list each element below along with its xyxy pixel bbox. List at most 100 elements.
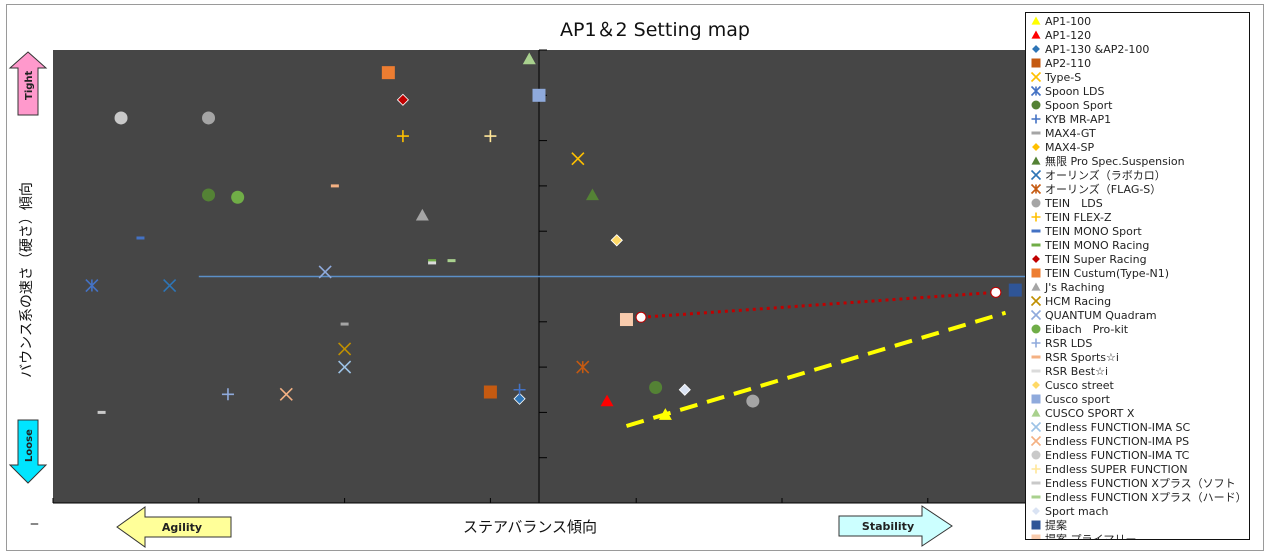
legend-label: Endless FUNCTION Xプラス（ソフト: [1045, 477, 1236, 490]
legend-marker-shape: [1031, 408, 1041, 417]
legend-marker-icon: [1031, 131, 1041, 135]
legend-marker-icon: [1031, 355, 1041, 359]
stability-label: Stability: [862, 520, 914, 533]
legend-label: MAX4-SP: [1045, 140, 1095, 154]
legend-marker-shape: [1031, 268, 1041, 278]
data-point-series-5-0: [85, 278, 99, 293]
legend-marker-icon: [1030, 253, 1042, 265]
legend-item: オーリンズ（FLAG-S）: [1029, 182, 1249, 196]
legend-item: TEIN LDS: [1029, 196, 1249, 210]
legend-label: TEIN LDS: [1045, 197, 1103, 210]
legend-marker-icon: [1031, 212, 1041, 222]
legend-marker-shape: [1031, 450, 1041, 460]
legend-marker-shape: [1030, 183, 1042, 195]
legend-marker-icon: [1031, 30, 1041, 39]
legend-marker-shape: [1030, 295, 1042, 307]
data-point-series-11-0: [163, 278, 177, 293]
legend-marker-shape: [1030, 421, 1042, 433]
legend-marker-shape: [1031, 131, 1041, 135]
legend-marker-icon: [1031, 324, 1041, 334]
legend-label: Endless FUNCTION Xプラス（ハード）: [1045, 491, 1247, 504]
legend-label: KYB MR-AP1: [1045, 112, 1112, 126]
legend-item: TEIN MONO Racing: [1029, 238, 1249, 252]
data-point-series-3-0: [483, 385, 497, 399]
legend-marker-icon: [1030, 85, 1042, 97]
legend-marker-icon: [1030, 379, 1042, 391]
data-point-series-29-0: [338, 360, 352, 374]
loose-label: Loose: [24, 429, 35, 462]
legend-marker-icon: [1031, 394, 1041, 404]
legend-marker-shape: [1030, 141, 1042, 153]
legend-label: RSR LDS: [1045, 336, 1093, 350]
data-point-series-26-0: [610, 234, 623, 247]
legend-marker-shape: [1030, 169, 1042, 181]
data-point-series-34-0: [447, 259, 456, 263]
legend-item: Endless FUNCTION-IMA SC: [1029, 420, 1249, 434]
legend-marker-shape: [1031, 369, 1041, 373]
legend-label: MAX4-GT: [1045, 126, 1096, 140]
legend-item: Endless SUPER FUNCTION: [1029, 462, 1249, 476]
legend-marker-shape: [1031, 355, 1041, 359]
legend-marker-icon: [1031, 520, 1041, 530]
legend-item: オーリンズ（ラボカロ）: [1029, 168, 1249, 182]
legend-marker-shape: [1030, 435, 1042, 447]
data-point-series-25-0: [428, 261, 437, 265]
legend-marker-shape: [1031, 198, 1041, 208]
legend-marker-shape: [1030, 43, 1042, 55]
legend-label: Spoon Sport: [1045, 98, 1113, 112]
legend-marker-icon: [1030, 309, 1042, 321]
data-point-series-13-1: [746, 394, 760, 408]
legend: AP1-100 AP1-120 AP1-130 &AP2-100 AP2-110 Typ…: [1025, 12, 1250, 540]
stability-arrow: Stability: [838, 505, 953, 547]
legend-item: MAX4-SP: [1029, 140, 1249, 154]
loose-arrow: Loose: [8, 419, 48, 484]
legend-label: TEIN MONO Racing: [1045, 238, 1150, 252]
legend-marker-icon: [1031, 408, 1041, 417]
red-dotted-trend-line: [640, 290, 996, 319]
legend-label: TEIN Super Racing: [1045, 252, 1147, 266]
legend-label: RSR Sports☆i: [1045, 350, 1119, 364]
annotations: [198, 275, 1025, 428]
legend-label: TEIN MONO Sport: [1045, 224, 1142, 238]
legend-marker-shape: [1031, 156, 1041, 165]
legend-item: QUANTUM Quadram: [1029, 308, 1249, 322]
legend-item: MAX4-GT: [1029, 126, 1249, 140]
data-point-series-35-0: [678, 383, 691, 396]
legend-item: AP1-100: [1029, 14, 1249, 28]
tight-label: Tight: [24, 70, 35, 100]
data-point-series-1-0: [600, 394, 614, 407]
legend-label: AP2-110: [1045, 56, 1092, 70]
legend-marker-shape: [1031, 100, 1041, 110]
legend-item: Cusco street: [1029, 378, 1249, 392]
legend-item: Spoon Sport: [1029, 98, 1249, 112]
legend-label: Cusco sport: [1045, 392, 1110, 406]
data-point-series-0-0: [658, 408, 672, 420]
legend-label: AP1-120: [1045, 28, 1092, 42]
data-point-series-16-0: [428, 259, 437, 263]
agility-label: Agility: [162, 521, 202, 534]
data-point-series-22-0: [231, 190, 245, 204]
legend-marker-icon: [1030, 71, 1042, 83]
data-point-series-19-0: [415, 208, 429, 221]
legend-label: J's Raching: [1045, 280, 1105, 294]
legend-marker-icon: [1030, 505, 1042, 517]
legend-item: 無限 Pro Spec.Suspension: [1029, 154, 1249, 168]
legend-marker-icon: [1031, 369, 1041, 373]
legend-marker-icon: [1031, 282, 1041, 291]
legend-label: TEIN FLEX-Z: [1045, 210, 1112, 224]
yellow-dashed-trend-line: [625, 310, 1007, 428]
legend-label: Eibach Pro-kit: [1045, 323, 1129, 336]
legend-item: CUSCO SPORT X: [1029, 406, 1249, 420]
legend-marker-shape: [1030, 71, 1042, 83]
data-point-series-30-0: [279, 387, 293, 401]
legend-item: TEIN Custum(Type-N1): [1029, 266, 1249, 280]
legend-marker-shape: [1031, 464, 1041, 474]
legend-item: TEIN Super Racing: [1029, 252, 1249, 266]
legend-marker-icon: [1031, 481, 1041, 485]
legend-item: 提案 プライマリー: [1029, 532, 1249, 540]
legend-label: 提案 プライマリー: [1045, 533, 1137, 540]
legend-marker-icon: [1030, 141, 1042, 153]
legend-marker-shape: [1030, 505, 1042, 517]
data-point-series-18-0: [381, 66, 395, 80]
data-point-series-15-0: [136, 236, 145, 240]
